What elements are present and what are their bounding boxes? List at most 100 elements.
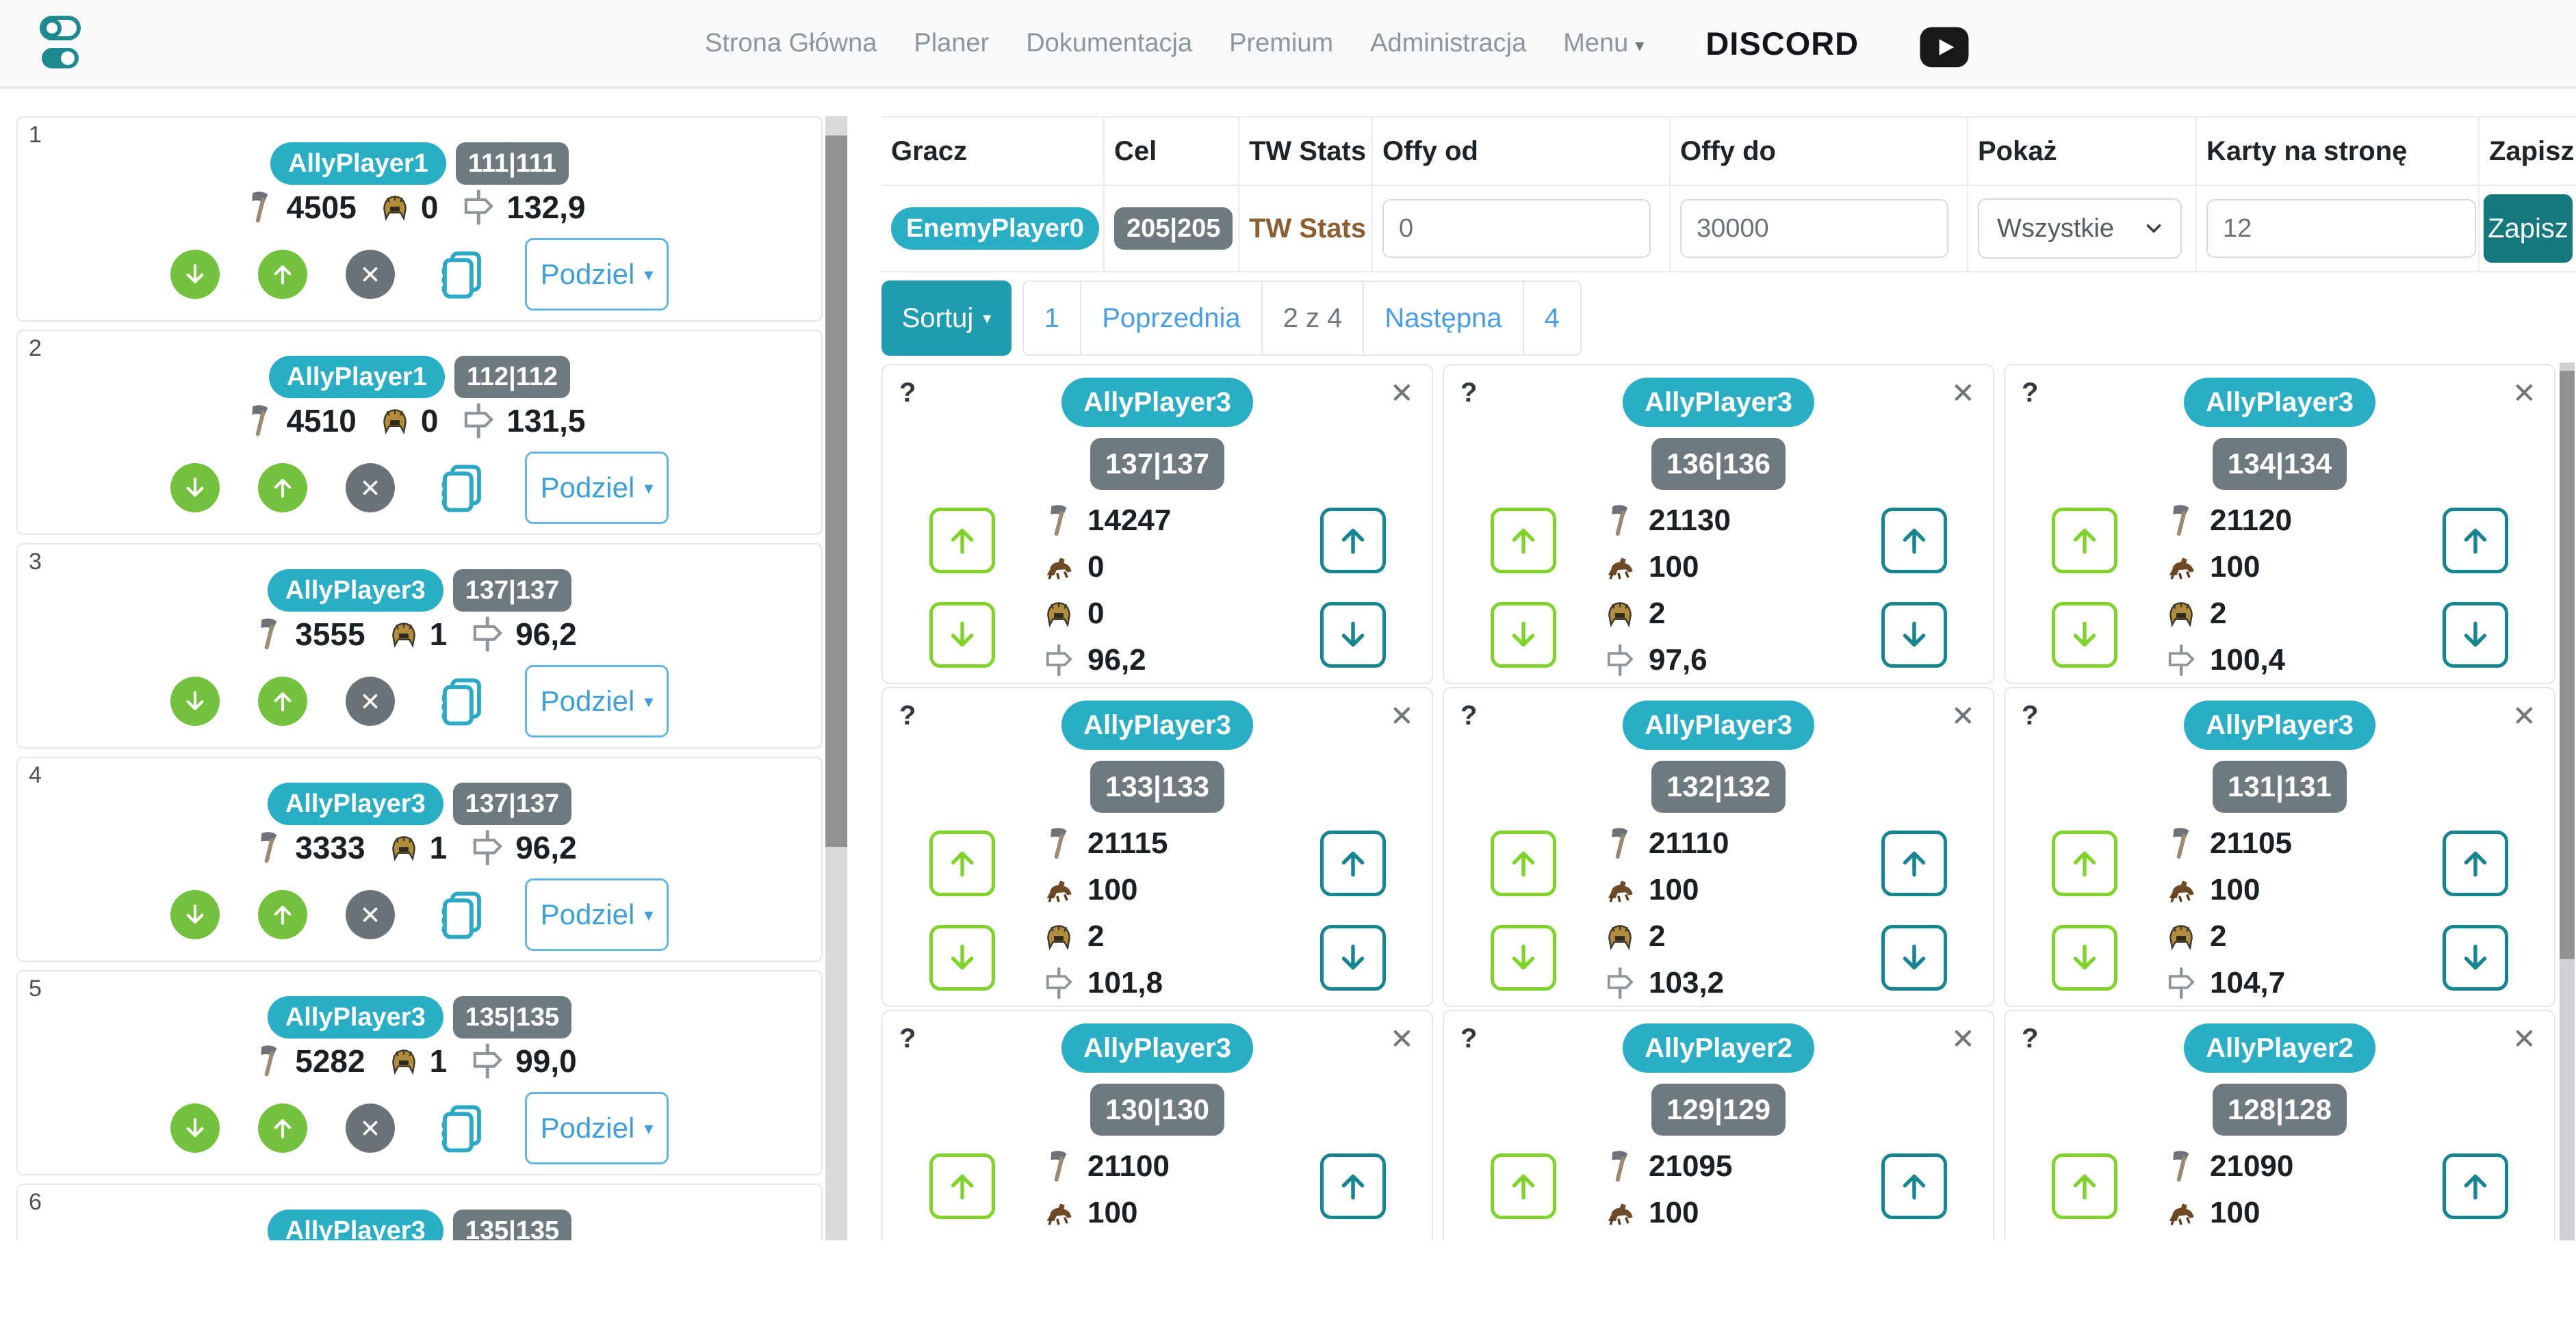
add-units-down-button[interactable]	[2051, 925, 2117, 991]
help-icon[interactable]: ?	[899, 378, 916, 408]
close-icon[interactable]: ✕	[1389, 700, 1414, 732]
help-icon[interactable]: ?	[1460, 701, 1478, 731]
add-units-up-button[interactable]	[2051, 1153, 2117, 1219]
help-icon[interactable]: ?	[1460, 378, 1478, 408]
page-last[interactable]: 4	[1523, 280, 1582, 356]
sort-dropdown-button[interactable]: Sortuj ▾	[881, 280, 1012, 356]
remove-units-down-button[interactable]	[2442, 602, 2508, 668]
remove-button[interactable]	[345, 463, 395, 512]
add-units-down-button[interactable]	[929, 925, 995, 991]
coords-badge[interactable]: 135|135	[452, 1210, 572, 1240]
player-badge[interactable]: AllyPlayer3	[1623, 378, 1814, 427]
copy-icon-button[interactable]	[433, 1097, 487, 1160]
offy-do-input[interactable]	[1680, 199, 1948, 258]
move-down-button[interactable]	[170, 463, 220, 512]
remove-button[interactable]	[345, 677, 395, 726]
add-units-up-button[interactable]	[929, 831, 995, 896]
nav-dokumentacja[interactable]: Dokumentacja	[1026, 28, 1193, 57]
add-units-down-button[interactable]	[1490, 925, 1556, 991]
player-badge[interactable]: AllyPlayer3	[1061, 1023, 1253, 1073]
player-badge[interactable]: AllyPlayer2	[2184, 1023, 2375, 1073]
remove-button[interactable]	[345, 1103, 395, 1153]
coords-badge[interactable]: 128|128	[2213, 1084, 2347, 1136]
coords-badge[interactable]: 132|132	[1651, 761, 1786, 813]
offy-od-input[interactable]	[1382, 199, 1651, 258]
player-badge[interactable]: AllyPlayer3	[267, 996, 443, 1039]
remove-units-up-button[interactable]	[1319, 508, 1386, 573]
help-icon[interactable]: ?	[2022, 378, 2039, 408]
add-units-up-button[interactable]	[1490, 508, 1556, 573]
tw-stats-link[interactable]: TW Stats	[1249, 213, 1367, 244]
move-down-button[interactable]	[170, 250, 220, 299]
app-logo[interactable]	[40, 15, 81, 73]
coords-badge[interactable]: 137|137	[452, 569, 572, 612]
show-filter-select[interactable]: Wszystkie	[1978, 198, 2182, 259]
help-icon[interactable]: ?	[1460, 1023, 1478, 1054]
player-badge[interactable]: AllyPlayer1	[270, 142, 446, 185]
remove-units-down-button[interactable]	[1319, 925, 1386, 991]
left-scrollbar[interactable]	[825, 116, 847, 1240]
close-icon[interactable]: ✕	[2512, 1023, 2536, 1055]
close-icon[interactable]: ✕	[1950, 700, 1975, 732]
coords-badge[interactable]: 137|137	[452, 783, 572, 825]
player-badge[interactable]: AllyPlayer3	[267, 1210, 443, 1240]
split-dropdown-button[interactable]: Podziel ▾	[524, 878, 669, 951]
split-dropdown-button[interactable]: Podziel ▾	[524, 452, 669, 524]
remove-units-down-button[interactable]	[2442, 925, 2508, 991]
remove-units-up-button[interactable]	[1881, 831, 1947, 896]
add-units-up-button[interactable]	[1490, 1153, 1556, 1219]
add-units-up-button[interactable]	[1490, 831, 1556, 896]
help-icon[interactable]: ?	[899, 701, 916, 731]
remove-units-up-button[interactable]	[2442, 508, 2508, 573]
remove-units-up-button[interactable]	[2442, 831, 2508, 896]
split-dropdown-button[interactable]: Podziel ▾	[524, 238, 669, 311]
move-down-button[interactable]	[170, 890, 220, 939]
coords-badge[interactable]: 112|112	[454, 356, 571, 398]
close-icon[interactable]: ✕	[1389, 377, 1414, 409]
page-prev[interactable]: Poprzednia	[1081, 280, 1263, 356]
coords-badge[interactable]: 130|130	[1090, 1084, 1224, 1136]
left-scrollbar-thumb[interactable]	[825, 135, 847, 847]
add-units-up-button[interactable]	[2051, 508, 2117, 573]
remove-units-up-button[interactable]	[1881, 1153, 1947, 1219]
copy-icon-button[interactable]	[433, 243, 487, 306]
add-units-down-button[interactable]	[2051, 602, 2117, 668]
move-up-button[interactable]	[257, 463, 307, 512]
player-badge[interactable]: AllyPlayer3	[1623, 701, 1814, 750]
nav-administracja[interactable]: Administracja	[1370, 28, 1527, 57]
nav-premium[interactable]: Premium	[1229, 28, 1334, 57]
player-badge[interactable]: AllyPlayer3	[267, 569, 443, 612]
close-icon[interactable]: ✕	[1950, 377, 1975, 409]
page-next[interactable]: Następna	[1364, 280, 1524, 356]
remove-units-down-button[interactable]	[1881, 602, 1947, 668]
add-units-down-button[interactable]	[929, 602, 995, 668]
close-icon[interactable]: ✕	[2512, 700, 2536, 732]
help-icon[interactable]: ?	[2022, 1023, 2039, 1054]
player-badge[interactable]: AllyPlayer3	[1061, 701, 1253, 750]
add-units-down-button[interactable]	[1490, 602, 1556, 668]
close-icon[interactable]: ✕	[2512, 377, 2536, 409]
add-units-up-button[interactable]	[2051, 831, 2117, 896]
split-dropdown-button[interactable]: Podziel ▾	[524, 665, 669, 737]
coords-badge[interactable]: 136|136	[1651, 438, 1786, 490]
nav-menu-dropdown[interactable]: Menu ▾	[1563, 29, 1644, 58]
help-icon[interactable]: ?	[2022, 701, 2039, 731]
remove-button[interactable]	[345, 250, 395, 299]
remove-units-up-button[interactable]	[1881, 508, 1947, 573]
player-badge[interactable]: AllyPlayer1	[268, 356, 445, 398]
move-up-button[interactable]	[257, 677, 307, 726]
add-units-up-button[interactable]	[929, 508, 995, 573]
help-icon[interactable]: ?	[899, 1023, 916, 1054]
page-first[interactable]: 1	[1022, 280, 1082, 356]
remove-units-up-button[interactable]	[1319, 1153, 1386, 1219]
nav-strona-glowna[interactable]: Strona Główna	[705, 28, 877, 57]
remove-units-up-button[interactable]	[2442, 1153, 2508, 1219]
move-up-button[interactable]	[257, 890, 307, 939]
split-dropdown-button[interactable]: Podziel ▾	[524, 1092, 669, 1164]
move-down-button[interactable]	[170, 1103, 220, 1153]
move-up-button[interactable]	[257, 250, 307, 299]
coords-badge[interactable]: 111|111	[455, 142, 569, 185]
coords-badge[interactable]: 131|131	[2213, 761, 2347, 813]
right-scrollbar[interactable]	[2560, 363, 2575, 1240]
cards-per-page-input[interactable]	[2206, 199, 2476, 258]
